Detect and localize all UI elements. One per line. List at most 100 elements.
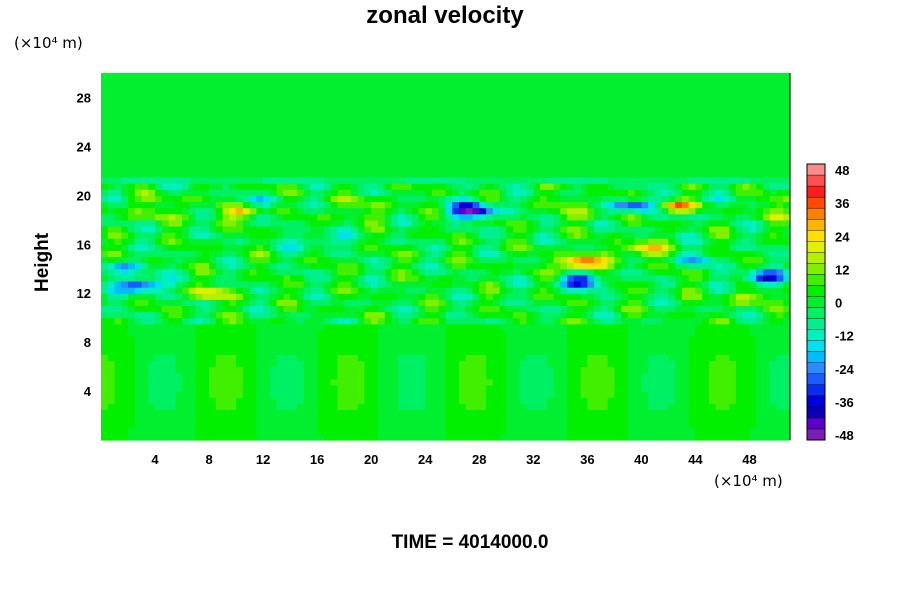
heatmap-cell: [242, 280, 251, 288]
heatmap-cell: [681, 287, 690, 294]
heatmap-cell: [107, 391, 116, 398]
heatmap-cell: [661, 366, 670, 374]
heatmap-cell: [182, 268, 190, 276]
heatmap-cell: [769, 415, 778, 423]
heatmap-cell: [506, 323, 514, 331]
heatmap-cell: [465, 244, 474, 251]
heatmap-cell: [290, 409, 298, 417]
heatmap-cell: [384, 268, 393, 276]
heatmap-cell: [283, 378, 291, 386]
heatmap-cell: [459, 170, 467, 178]
heatmap-cell: [526, 183, 534, 190]
heatmap-cell: [472, 366, 480, 374]
heatmap-cell: [398, 305, 406, 313]
heatmap-cell: [553, 262, 561, 270]
heatmap-cell: [431, 244, 440, 251]
heatmap-cell: [107, 360, 116, 368]
heatmap-cell: [506, 336, 514, 343]
heatmap-cell: [594, 213, 602, 221]
heatmap-cell: [708, 268, 717, 276]
heatmap-cell: [681, 329, 690, 337]
heatmap-cell: [425, 219, 433, 227]
heatmap-cell: [695, 268, 703, 276]
heatmap-cell: [742, 146, 751, 154]
heatmap-cell: [128, 397, 136, 404]
heatmap-cell: [425, 311, 433, 319]
heatmap-cell: [722, 415, 730, 423]
heatmap-cell: [465, 342, 474, 349]
heatmap-cell: [783, 207, 791, 215]
heatmap-cell: [756, 176, 764, 184]
heatmap-cell: [276, 372, 284, 380]
heatmap-cell: [634, 305, 642, 313]
heatmap-cell: [526, 274, 534, 282]
heatmap-cell: [377, 140, 386, 147]
heatmap-cell: [114, 366, 122, 374]
heatmap-cell: [431, 342, 440, 349]
heatmap-cell: [418, 219, 426, 227]
heatmap-cell: [526, 152, 534, 160]
heatmap-cell: [155, 384, 163, 392]
heatmap-cell: [398, 176, 406, 184]
heatmap-cell: [404, 207, 413, 215]
heatmap-cell: [290, 250, 298, 258]
heatmap-cell: [600, 244, 609, 251]
heatmap-cell: [695, 409, 703, 417]
heatmap-cell: [276, 176, 284, 184]
heatmap-cell: [452, 421, 460, 429]
heatmap-cell: [614, 329, 622, 337]
heatmap-cell: [364, 238, 372, 245]
heatmap-cell: [161, 262, 170, 270]
heatmap-cell: [769, 299, 778, 307]
heatmap-cell: [161, 219, 170, 227]
heatmap-cell: [236, 433, 244, 441]
heatmap-cell: [607, 262, 615, 270]
heatmap-cell: [202, 207, 210, 215]
heatmap-cell: [236, 299, 244, 307]
heatmap-cell: [486, 384, 494, 392]
heatmap-cell: [168, 287, 176, 294]
heatmap-cell: [769, 280, 778, 288]
heatmap-cell: [161, 244, 170, 251]
heatmap-cell: [296, 176, 305, 184]
heatmap-cell: [519, 274, 528, 282]
heatmap-cell: [580, 238, 588, 245]
heatmap-cell: [357, 189, 366, 196]
heatmap-cell: [141, 372, 149, 380]
heatmap-cell: [418, 183, 426, 190]
time-label: TIME = 4014000.0: [391, 532, 549, 553]
heatmap-cell: [654, 415, 663, 423]
heatmap-cell: [540, 170, 548, 178]
heatmap-cell: [101, 378, 109, 386]
heatmap-cell: [560, 366, 568, 374]
heatmap-cell: [195, 164, 203, 172]
heatmap-cell: [404, 433, 413, 441]
heatmap-cell: [641, 176, 649, 184]
heatmap-cell: [310, 213, 318, 221]
heatmap-cell: [317, 317, 325, 325]
heatmap-cell: [242, 158, 251, 166]
heatmap-cell: [357, 140, 366, 147]
heatmap-cell: [695, 238, 703, 245]
heatmap-cell: [540, 176, 548, 184]
heatmap-cell: [263, 183, 271, 190]
heatmap-cell: [600, 421, 609, 429]
heatmap-cell: [769, 305, 778, 313]
heatmap-cell: [702, 176, 710, 184]
heatmap-cell: [209, 213, 217, 221]
heatmap-cell: [371, 323, 379, 331]
heatmap-cell: [276, 384, 284, 392]
heatmap-cell: [715, 384, 724, 392]
heatmap-cell: [594, 262, 602, 270]
heatmap-cell: [269, 384, 278, 392]
heatmap-cell: [188, 391, 197, 398]
heatmap-cell: [661, 403, 670, 411]
heatmap-cell: [668, 354, 676, 362]
heatmap-cell: [168, 384, 176, 392]
heatmap-cell: [364, 391, 372, 398]
heatmap-cell: [776, 366, 784, 374]
heatmap-cell: [762, 287, 771, 294]
heatmap-cell: [107, 219, 116, 227]
heatmap-cell: [580, 354, 588, 362]
heatmap-cell: [675, 152, 683, 160]
